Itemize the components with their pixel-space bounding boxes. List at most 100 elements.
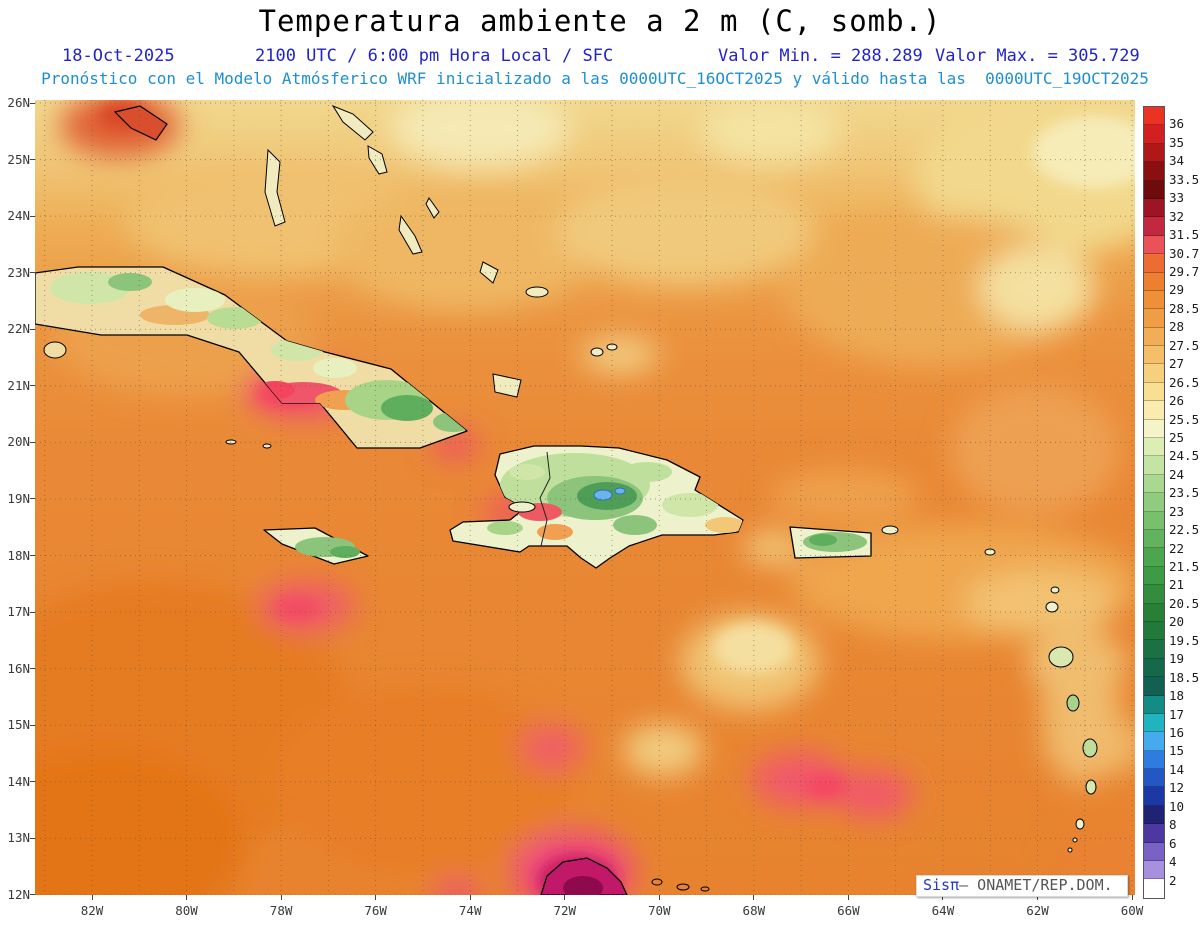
lon-label: 66W — [837, 903, 860, 918]
legend-label: 23 — [1169, 503, 1185, 519]
legend-cell — [1144, 805, 1164, 825]
cuba-island — [35, 266, 468, 449]
lon-tick — [1037, 895, 1038, 900]
legend-label: 22 — [1169, 540, 1185, 556]
lat-tick — [30, 441, 35, 443]
legend-label: 34 — [1169, 153, 1185, 169]
lat-tick — [30, 837, 35, 839]
jamaica-island — [263, 527, 369, 565]
legend-label: 23.5 — [1169, 485, 1200, 501]
legend-label: 35 — [1169, 134, 1185, 150]
lat-label: 14N — [7, 773, 30, 789]
legend-cell — [1144, 198, 1164, 218]
lat-label: 26N — [7, 95, 30, 110]
legend-label: 28.5 — [1169, 300, 1200, 316]
lon-tick — [469, 895, 471, 900]
legend-cell — [1144, 217, 1164, 236]
lake-small — [614, 487, 626, 495]
hispaniola-island — [449, 445, 744, 569]
lon-tick — [564, 895, 566, 900]
lat-label: 19N — [7, 490, 30, 506]
legend-cell — [1144, 382, 1164, 402]
abc-islands — [651, 878, 710, 892]
lat-tick — [30, 498, 35, 500]
lon-label: 64W — [931, 903, 955, 918]
lon-label: 82W — [80, 903, 104, 918]
lon-label: 68W — [742, 903, 766, 918]
lon-tick — [658, 895, 660, 900]
legend-cell — [1144, 695, 1164, 714]
legend-cell — [1144, 125, 1164, 144]
legend-cell — [1144, 438, 1164, 457]
legend-label: 20.5 — [1169, 595, 1200, 611]
lon-tick — [375, 895, 377, 900]
legend-cell — [1144, 401, 1164, 420]
legend-label: 6 — [1169, 835, 1177, 851]
lon-tick — [753, 895, 755, 900]
temperature-field-blobs — [35, 100, 1135, 895]
lon-label: 76W — [364, 903, 387, 918]
legend-label: 29 — [1169, 282, 1185, 298]
legend-label: 22.5 — [1169, 522, 1200, 538]
legend-label: 30.7 — [1169, 245, 1200, 261]
legend-label: 25.5 — [1169, 411, 1200, 427]
watermark: Sisπ— ONAMET/REP.DOM. — [916, 875, 1128, 897]
legend-label: 24.5 — [1169, 448, 1200, 464]
lon-tick — [186, 895, 188, 900]
legend-cell — [1144, 548, 1164, 567]
legend-cell — [1144, 750, 1164, 770]
legend-cell — [1144, 474, 1164, 494]
legend-cell — [1144, 493, 1164, 512]
valid-time: 2100 UTC / 6:00 pm Hora Local / SFC — [255, 46, 614, 66]
legend-label: 4 — [1169, 854, 1177, 870]
legend-label: 20 — [1169, 614, 1185, 630]
legend-cell — [1144, 879, 1164, 898]
lat-label: 16N — [7, 660, 30, 676]
legend-cell — [1144, 107, 1164, 126]
watermark-brand: Sisπ — [923, 876, 960, 894]
legend-label: 17 — [1169, 706, 1185, 722]
legend-cell — [1144, 842, 1164, 862]
lon-label: 62W — [1026, 903, 1049, 918]
legend-label: 36 — [1169, 116, 1185, 132]
min-value-label: Valor Min. = 288.289 — [718, 46, 923, 66]
legend-label: 33 — [1169, 190, 1185, 206]
lat-label: 23N — [7, 264, 30, 280]
legend-cell — [1144, 364, 1164, 383]
legend-cell — [1144, 327, 1164, 347]
lat-tick — [30, 272, 35, 274]
haiti-dr-border — [539, 451, 551, 547]
legend-cell — [1144, 713, 1164, 733]
legend-cell — [1144, 180, 1164, 199]
lon-label: 74W — [458, 903, 482, 918]
lat-label: 17N — [7, 604, 30, 620]
legend-cell — [1144, 143, 1164, 163]
lat-tick — [30, 555, 35, 557]
lon-tick — [91, 895, 93, 900]
legend-cell — [1144, 640, 1164, 659]
lat-tick — [30, 102, 35, 104]
legend-label: 31.5 — [1169, 227, 1200, 243]
lat-tick — [30, 894, 35, 896]
lon-tick — [1131, 895, 1133, 900]
forecast-line: Pronóstico con el Modelo Atmósferico WRF… — [41, 69, 1149, 88]
legend-label: 18.5 — [1169, 669, 1200, 685]
lat-tick — [30, 215, 35, 217]
legend-cell — [1144, 861, 1164, 880]
legend-cell — [1144, 456, 1164, 475]
legend-label: 21.5 — [1169, 559, 1200, 575]
legend-label: 28 — [1169, 319, 1185, 335]
lat-label: 24N — [7, 208, 30, 224]
lat-tick — [30, 781, 35, 783]
legend-label: 18 — [1169, 688, 1185, 704]
lon-label: 60W — [1120, 903, 1144, 918]
lat-label: 13N — [7, 830, 30, 846]
legend-label: 29.7 — [1169, 263, 1200, 279]
legend-cell — [1144, 511, 1164, 530]
lat-label: 20N — [7, 434, 30, 450]
watermark-text: — ONAMET/REP.DOM. — [959, 876, 1113, 894]
lat-label: 15N — [7, 717, 30, 733]
legend-cell — [1144, 529, 1164, 549]
legend-cell — [1144, 824, 1164, 843]
